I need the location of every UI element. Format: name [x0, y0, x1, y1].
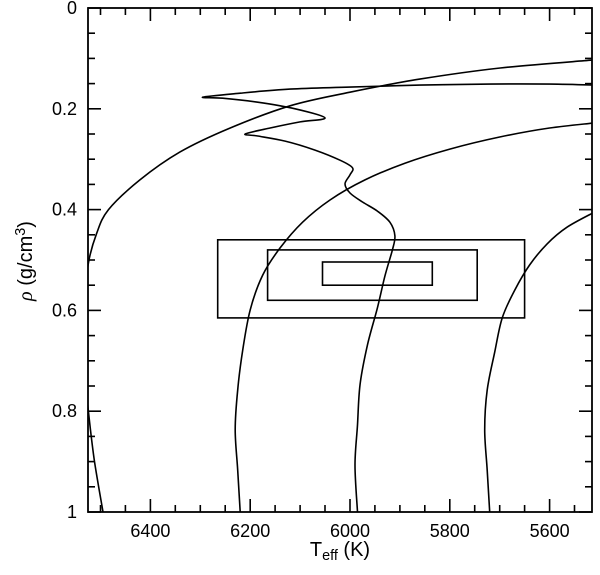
x-tick-label: 5600 — [530, 521, 570, 541]
confidence-box-outer — [216, 239, 526, 319]
x-tick-label: 6400 — [130, 521, 170, 541]
confidence-boxes — [216, 239, 526, 319]
x-tick-label: 6200 — [230, 521, 270, 541]
x-axis-subscript: eff — [322, 548, 338, 565]
y-axis-symbol: ρ — [15, 291, 38, 301]
axis-frame — [87, 7, 593, 513]
y-tick-label: 0.6 — [52, 300, 77, 320]
evolution-track-hot — [88, 59, 592, 512]
y-axis-label: ρ (g/cm3) — [9, 111, 38, 411]
evolution-track-mid — [234, 122, 592, 512]
tick-labels: 6400 6200 6000 5800 5600 0 0.2 0.4 0.6 0.8 1 — [52, 0, 570, 541]
y-tick-label: 0 — [67, 0, 77, 18]
x-axis-unit: (K) — [337, 539, 371, 561]
confidence-box-inner — [321, 261, 434, 287]
y-tick-label: 0.2 — [52, 99, 77, 119]
x-tick-label: 6000 — [330, 521, 370, 541]
y-tick-label: 0.8 — [52, 401, 77, 421]
x-axis-label: Teff (K) — [88, 538, 592, 564]
y-tick-label: 1 — [67, 502, 77, 522]
y-axis-unit-open: (g/cm — [15, 235, 38, 292]
y-tick-label: 0.4 — [52, 200, 77, 220]
y-axis-unit-close: ) — [15, 221, 38, 228]
y-axis-superscript: 3 — [13, 227, 29, 236]
evolution-track-cool — [483, 212, 592, 512]
confidence-box-middle — [266, 249, 479, 302]
x-tick-label: 5800 — [430, 521, 470, 541]
evolution-track-hook — [201, 83, 592, 512]
x-axis-symbol: T — [309, 539, 323, 561]
